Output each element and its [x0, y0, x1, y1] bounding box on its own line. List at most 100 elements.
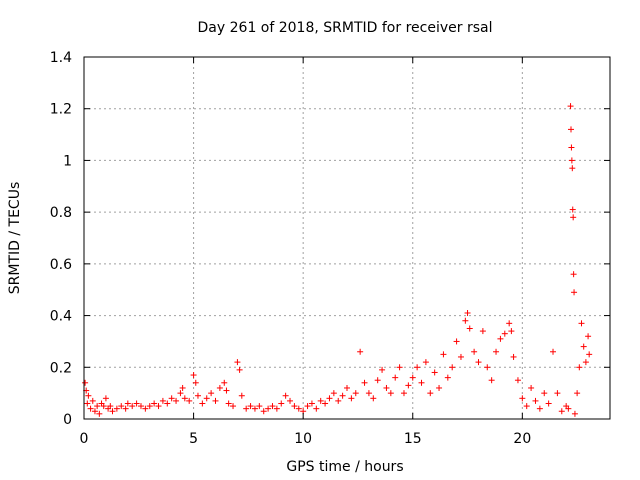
data-point: [568, 157, 575, 164]
data-point: [567, 126, 574, 133]
y-axis-label: SRMTID / TECUs: [7, 182, 23, 295]
data-point: [365, 390, 372, 397]
data-point: [586, 351, 593, 358]
data-point: [344, 384, 350, 391]
data-point: [466, 325, 473, 332]
data-point: [82, 379, 89, 386]
data-point: [357, 348, 364, 355]
data-point: [571, 410, 578, 417]
data-point: [94, 403, 101, 410]
data-point: [151, 400, 158, 407]
axis-ticks: 0 5 10 15 20 0 0.2 0.4 0.6 0.8 1 1.2 1.4: [50, 50, 610, 447]
data-point: [510, 353, 517, 360]
data-point: [113, 405, 120, 412]
data-point: [247, 403, 254, 410]
data-point: [102, 395, 109, 402]
data-point: [444, 374, 451, 381]
data-point: [129, 403, 136, 410]
data-point: [225, 400, 232, 407]
data-point: [221, 379, 228, 386]
data-point: [578, 320, 585, 327]
data-point: [383, 384, 390, 391]
x-tick-label: 15: [404, 431, 422, 447]
x-tick-label: 20: [513, 431, 531, 447]
data-point: [352, 390, 359, 397]
data-point: [230, 403, 237, 410]
data-point: [313, 405, 320, 412]
data-point: [361, 379, 368, 386]
data-point: [260, 408, 267, 415]
data-point: [479, 328, 486, 335]
data-point: [569, 206, 576, 213]
data-point: [173, 397, 180, 404]
data-point: [392, 374, 399, 381]
data-point: [580, 343, 587, 350]
data-point: [146, 403, 153, 410]
data-point: [374, 377, 381, 384]
data-point: [387, 390, 394, 397]
data-point: [532, 397, 539, 404]
data-point: [96, 410, 103, 417]
data-point: [282, 392, 289, 399]
data-point: [576, 364, 583, 371]
data-point: [208, 390, 215, 397]
data-point: [265, 405, 272, 412]
data-point: [449, 364, 456, 371]
data-point: [574, 390, 581, 397]
data-point: [269, 403, 276, 410]
data-point: [317, 397, 324, 404]
data-point: [216, 384, 223, 391]
data-point: [501, 330, 508, 337]
data-point: [179, 384, 186, 391]
data-point: [85, 392, 92, 399]
data-point: [431, 369, 438, 376]
x-tick-label: 10: [294, 431, 312, 447]
data-point: [414, 364, 421, 371]
data-point: [523, 403, 530, 410]
grid-lines: [84, 57, 610, 419]
data-point: [453, 338, 460, 345]
data-point: [308, 400, 315, 407]
data-point: [142, 405, 149, 412]
data-point: [554, 390, 561, 397]
data-point: [186, 397, 193, 404]
data-point: [405, 382, 412, 389]
data-point: [295, 405, 302, 412]
y-tick-label: 0.4: [50, 309, 72, 325]
data-point: [287, 397, 294, 404]
data-point: [569, 165, 576, 172]
data-point: [462, 317, 469, 324]
data-point: [568, 144, 575, 151]
data-point: [190, 372, 197, 379]
data-point: [475, 359, 482, 366]
data-points: [82, 103, 593, 417]
data-point: [192, 379, 199, 386]
data-point: [326, 395, 333, 402]
data-point: [84, 400, 91, 407]
data-point: [273, 405, 280, 412]
data-point: [567, 103, 574, 110]
x-axis-label: GPS time / hours: [286, 459, 403, 475]
data-point: [528, 384, 535, 391]
y-tick-label: 0.2: [50, 360, 72, 376]
data-point: [339, 392, 346, 399]
data-point: [436, 384, 443, 391]
data-point: [212, 397, 219, 404]
data-point: [243, 405, 250, 412]
data-point: [497, 335, 504, 342]
data-point: [133, 400, 140, 407]
data-point: [137, 403, 144, 410]
data-point: [571, 289, 578, 296]
data-point: [570, 214, 577, 221]
data-point: [177, 390, 184, 397]
data-point: [506, 320, 513, 327]
data-point: [124, 400, 131, 407]
data-point: [508, 328, 515, 335]
y-tick-label: 0.6: [50, 257, 72, 273]
data-point: [565, 405, 572, 412]
data-point: [118, 403, 125, 410]
data-point: [514, 377, 521, 384]
data-point: [91, 408, 98, 415]
